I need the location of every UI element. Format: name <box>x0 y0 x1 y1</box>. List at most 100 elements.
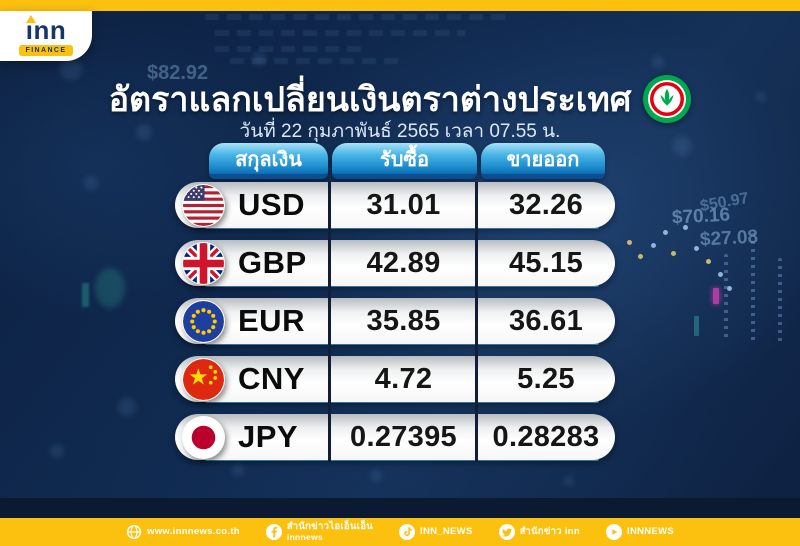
flag-usd-icon <box>182 183 225 227</box>
row-pill: EUR 35.85 36.61 <box>175 298 615 344</box>
footer-item-tiktok: INN_NEWS <box>399 524 473 540</box>
bokeh-dot <box>232 464 244 476</box>
currency-code: GBP <box>238 245 307 280</box>
chart-dot <box>627 240 632 245</box>
buy-rate: 31.01 <box>366 188 441 221</box>
dotted-column <box>724 254 728 342</box>
chart-dot <box>683 225 688 230</box>
bokeh-dot <box>50 444 64 458</box>
website-label: www.innnews.co.th <box>147 525 240 537</box>
table-row-cny: CNY 4.72 5.25 <box>175 356 615 403</box>
footer-item-facebook: สำนักข่าวไอเอ็นเอ็น innnews <box>265 521 374 542</box>
row-pill: CNY 4.72 5.25 <box>175 356 615 402</box>
row-pill: USD 31.01 32.26 <box>175 182 615 228</box>
bokeh-dot <box>564 476 574 486</box>
page-title: อัตราแลกเปลี่ยนเงินตราต่างประเทศ <box>108 81 632 119</box>
flag-cny-icon <box>182 357 225 401</box>
bokeh-dot <box>136 124 152 140</box>
bokeh-dot <box>252 52 266 66</box>
sell-rate: 0.28283 <box>492 420 600 453</box>
currency-code: USD <box>238 187 305 222</box>
chart-dot <box>706 259 711 264</box>
column-header-currency: สกุลเงิน <box>209 143 328 179</box>
currency-cell: JPY <box>175 414 330 460</box>
candlestick <box>82 283 89 307</box>
candlestick <box>713 288 719 304</box>
currency-code: CNY <box>238 361 305 396</box>
twitter-icon <box>498 524 515 540</box>
table-row-eur: EUR 35.85 36.61 <box>175 298 615 345</box>
footer-item-twitter: สำนักข่าว inn <box>498 524 581 540</box>
background-price: $70.16 <box>671 204 731 229</box>
row-pill: GBP 42.89 45.15 <box>175 240 615 286</box>
bokeh-dot <box>672 136 692 156</box>
flag-eur-icon <box>182 299 225 343</box>
youtube-icon <box>606 524 623 540</box>
footer-item-website: www.innnews.co.th <box>126 524 240 540</box>
currency-code: EUR <box>238 303 305 338</box>
facebook-label-line2: innnews <box>286 531 324 542</box>
top-accent-bar <box>0 0 800 11</box>
currency-code: JPY <box>238 419 299 454</box>
exchange-rate-table: สกุลเงิน รับซื้อ ขายออก <box>175 143 615 465</box>
column-header-buy: รับซื้อ <box>332 143 477 179</box>
bokeh-dot <box>84 176 98 190</box>
teal-glow <box>95 268 125 308</box>
youtube-label: INNNEWS <box>627 525 674 537</box>
chart-dot <box>671 251 676 256</box>
footer-dark-band <box>0 498 800 518</box>
bokeh-dot <box>652 56 664 68</box>
column-divider <box>475 182 478 462</box>
table-row-jpy: JPY 0.27395 0.28283 <box>175 414 615 461</box>
tiktok-label: INN_NEWS <box>420 525 473 537</box>
bokeh-dot <box>118 398 136 416</box>
date-line: วันที่ 22 กุมภาพันธ์ 2565 เวลา 07.55 น. <box>239 121 561 142</box>
chart-dot <box>663 230 668 235</box>
ticker-text-blur <box>230 58 400 64</box>
ticker-text-blur <box>215 30 465 36</box>
chart-dot <box>727 286 732 291</box>
bokeh-dot <box>60 58 82 80</box>
flag-jpy-icon <box>182 415 225 459</box>
inn-finance-logo: inn FINANCE <box>0 11 92 61</box>
facebook-label-line1: สำนักข่าวไอเอ็นเอ็น <box>286 521 374 533</box>
chart-dot <box>718 272 723 277</box>
facebook-label: สำนักข่าวไอเอ็นเอ็น innnews <box>286 521 374 542</box>
sell-rate: 36.61 <box>508 304 584 337</box>
bokeh-dot <box>756 92 766 102</box>
currency-cell: USD <box>175 182 330 228</box>
bokeh-dot <box>370 470 382 482</box>
candlestick <box>694 316 699 336</box>
background-price: $82.92 <box>147 62 209 84</box>
sell-rate: 45.15 <box>508 246 584 279</box>
table-row-gbp: GBP 42.89 45.15 <box>175 240 615 287</box>
chart-dot <box>651 243 656 248</box>
title-row: อัตราแลกเปลี่ยนเงินตราต่างประเทศ <box>0 72 800 126</box>
kasikornbank-logo-icon <box>643 75 692 123</box>
dotted-column <box>778 258 782 344</box>
ticker-text-blur <box>205 14 505 20</box>
sell-rate: 5.25 <box>517 362 575 395</box>
facebook-icon <box>265 524 282 540</box>
inn-logo-text: inn <box>25 14 67 43</box>
buy-rate: 42.89 <box>366 246 441 279</box>
sell-rate: 32.26 <box>508 188 584 221</box>
twitter-label: สำนักข่าว inn <box>519 525 581 537</box>
buy-rate: 35.85 <box>366 304 441 337</box>
column-header-sell: ขายออก <box>481 143 605 179</box>
currency-cell: GBP <box>175 240 330 286</box>
chart-dot <box>694 246 699 251</box>
currency-cell: CNY <box>175 356 330 402</box>
globe-icon <box>126 524 142 540</box>
buy-rate: 0.27395 <box>350 420 457 453</box>
currency-cell: EUR <box>175 298 330 344</box>
column-divider <box>328 182 331 462</box>
logo-triangle-icon <box>25 14 36 23</box>
flag-gbp-icon <box>182 241 225 285</box>
chart-dot <box>638 254 643 259</box>
footer-social-bar: www.innnews.co.th สำนักข่าวไอเอ็นเอ็น in… <box>0 518 800 546</box>
dotted-column <box>751 233 755 343</box>
background-price: $27.08 <box>699 226 759 251</box>
table-row-usd: USD 31.01 32.26 <box>175 182 615 229</box>
